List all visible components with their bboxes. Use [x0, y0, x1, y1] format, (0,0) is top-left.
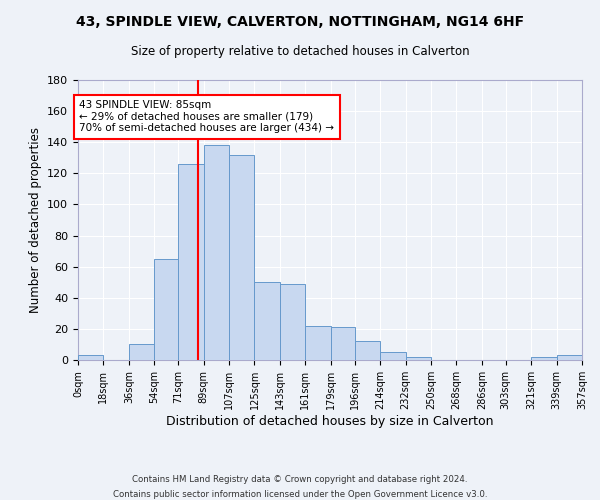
Bar	[129, 344, 154, 360]
X-axis label: Distribution of detached houses by size in Calverton: Distribution of detached houses by size …	[166, 414, 494, 428]
Bar	[229, 154, 254, 360]
Text: 43 SPINDLE VIEW: 85sqm
← 29% of detached houses are smaller (179)
70% of semi-de: 43 SPINDLE VIEW: 85sqm ← 29% of detached…	[79, 100, 334, 134]
Bar	[154, 259, 178, 360]
Text: Size of property relative to detached houses in Calverton: Size of property relative to detached ho…	[131, 45, 469, 58]
Bar	[178, 164, 203, 360]
Bar	[406, 357, 431, 360]
Y-axis label: Number of detached properties: Number of detached properties	[29, 127, 41, 313]
Bar	[254, 282, 280, 360]
Bar	[280, 284, 305, 360]
Bar	[380, 352, 406, 360]
Bar	[203, 146, 229, 360]
Bar	[355, 342, 380, 360]
Bar	[305, 326, 331, 360]
Bar	[331, 328, 355, 360]
Bar	[531, 357, 557, 360]
Bar	[78, 356, 103, 360]
Bar	[557, 356, 582, 360]
Text: Contains public sector information licensed under the Open Government Licence v3: Contains public sector information licen…	[113, 490, 487, 499]
Text: 43, SPINDLE VIEW, CALVERTON, NOTTINGHAM, NG14 6HF: 43, SPINDLE VIEW, CALVERTON, NOTTINGHAM,…	[76, 15, 524, 29]
Text: Contains HM Land Registry data © Crown copyright and database right 2024.: Contains HM Land Registry data © Crown c…	[132, 475, 468, 484]
